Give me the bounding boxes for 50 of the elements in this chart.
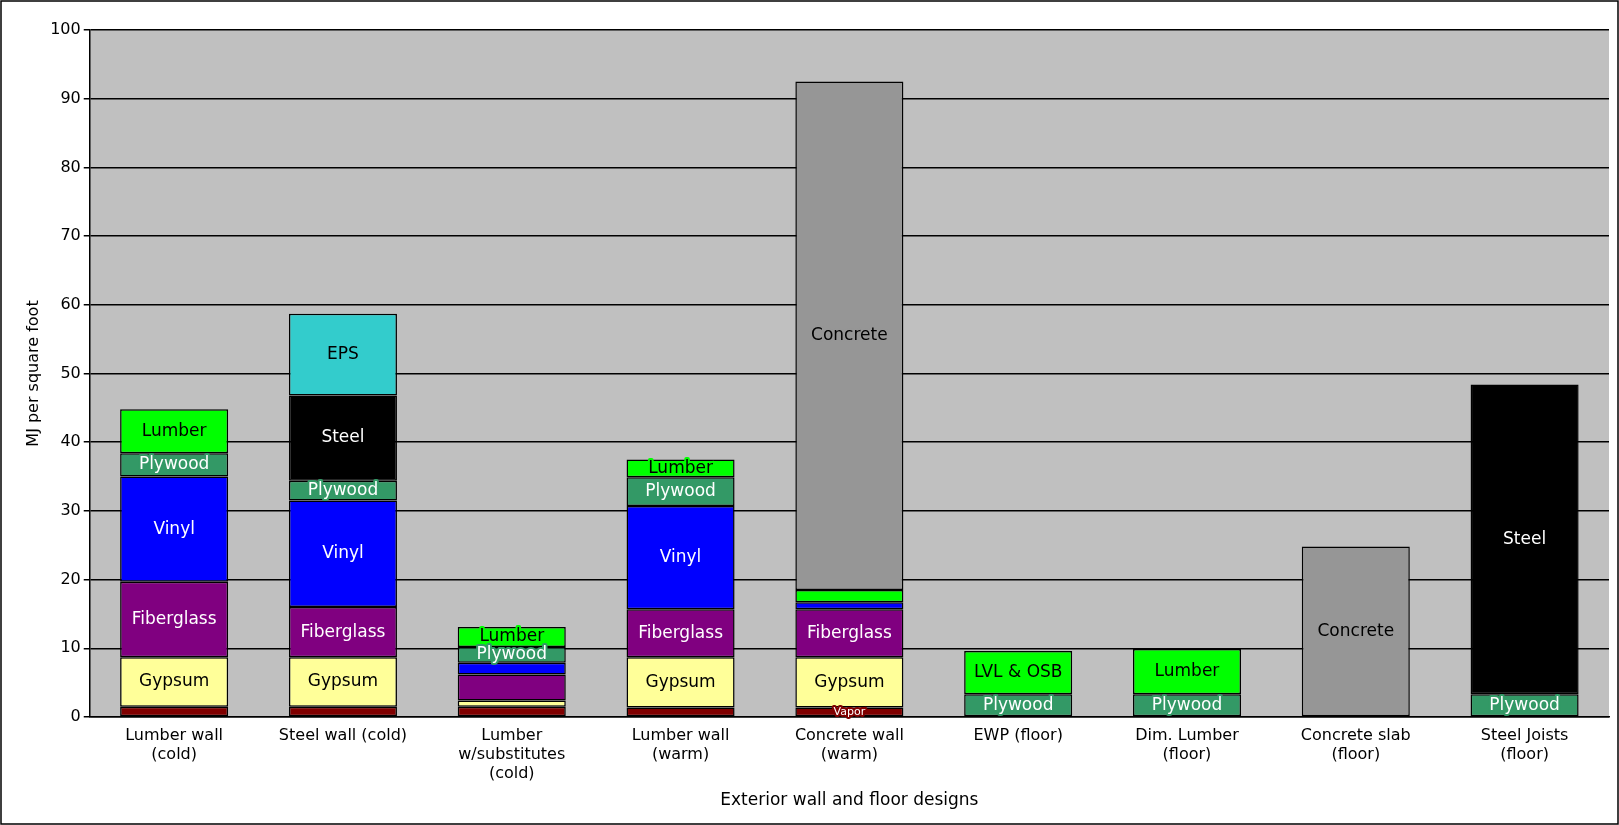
data-label: Lumber	[648, 456, 713, 477]
data-label: Steel	[321, 426, 365, 447]
data-label: Plywood	[645, 480, 716, 501]
data-label: Lumber	[141, 419, 207, 440]
y-tick-label: 0	[70, 706, 81, 726]
data-label: Plywood	[307, 479, 379, 500]
data-label: Plywood	[476, 643, 548, 664]
data-label: Gypsum	[814, 670, 885, 691]
x-tick-label: Lumber wall (cold)	[125, 724, 224, 763]
y-tick-label: 100	[50, 19, 81, 39]
data-label: EPS	[327, 343, 359, 364]
x-tick-label: Steel Joists (floor)	[1480, 724, 1569, 763]
y-tick-label: 40	[60, 431, 81, 451]
y-tick-label: 30	[60, 500, 81, 520]
x-tick-label: Dim. Lumber (floor)	[1135, 724, 1240, 763]
x-tick-label: Steel wall (cold)	[278, 724, 408, 744]
x-tick-label: Lumber wall (warm)	[631, 724, 730, 763]
data-label: Fiberglass	[300, 620, 386, 641]
y-tick-label: 70	[60, 225, 81, 245]
data-label: Plywood	[1151, 693, 1223, 714]
x-tick-label: Concrete wall (warm)	[794, 724, 904, 763]
data-label: Fiberglass	[131, 607, 217, 628]
y-axis-title: MJ per square foot	[22, 300, 42, 447]
data-label: Lumber	[479, 625, 545, 646]
data-label: Vinyl	[322, 542, 364, 563]
data-label: Steel	[1503, 527, 1547, 548]
x-tick-label: EWP (floor)	[973, 724, 1063, 744]
y-tick-label: 60	[60, 293, 81, 313]
y-tick-label: 10	[60, 637, 81, 657]
data-label: Gypsum	[307, 670, 379, 691]
data-label: Vinyl	[659, 546, 702, 567]
x-axis-title: Exterior wall and floor designs	[720, 789, 979, 810]
data-label: Concrete	[811, 324, 888, 345]
y-tick-label: 20	[60, 568, 81, 588]
data-label: Fiberglass	[638, 621, 724, 642]
y-tick-label: 90	[60, 87, 81, 107]
data-label: Gypsum	[645, 670, 716, 691]
data-label: Gypsum	[139, 670, 210, 691]
data-label: Fiberglass	[806, 621, 892, 642]
x-tick-label: Concrete slab (floor)	[1300, 724, 1411, 763]
y-tick-label: 50	[60, 362, 81, 382]
y-tick-label: 80	[60, 156, 81, 176]
x-tick-label: Lumber w/substitutes (cold)	[458, 724, 566, 783]
data-label: Plywood	[138, 453, 210, 474]
data-label: LVL & OSB	[973, 661, 1063, 682]
data-label: Plywood	[982, 693, 1054, 714]
data-label: Lumber	[1154, 660, 1220, 681]
data-label: Vinyl	[153, 517, 195, 538]
data-label: Concrete	[1317, 619, 1395, 640]
data-label: Plywood	[1489, 693, 1560, 714]
